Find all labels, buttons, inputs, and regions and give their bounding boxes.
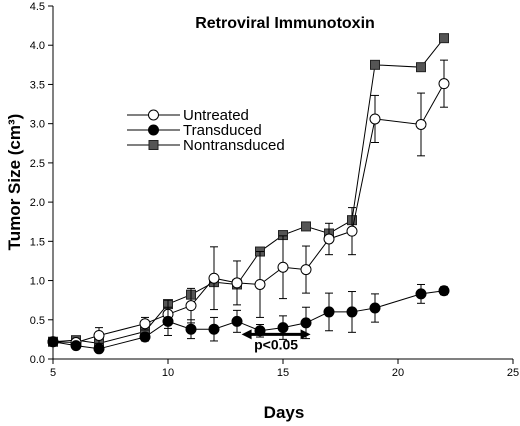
x-tick-label: 25 <box>507 367 519 379</box>
series-untreated <box>47 59 450 349</box>
legend-entry-untreated: Untreated <box>127 107 249 124</box>
y-tick-label: 4.5 <box>30 1 45 13</box>
x-tick-label: 20 <box>392 367 404 379</box>
data-point <box>185 323 197 335</box>
legend-marker <box>148 140 159 150</box>
x-tick-label: 10 <box>162 367 174 379</box>
data-point <box>70 340 82 352</box>
y-tick-label: 2.5 <box>30 158 45 170</box>
data-point <box>300 317 312 329</box>
data-point <box>277 322 289 334</box>
data-point <box>323 233 335 245</box>
series-line <box>52 290 445 350</box>
series-transduced <box>47 283 450 355</box>
y-tick-label: 3.0 <box>30 119 45 131</box>
data-point <box>208 323 220 335</box>
y-tick-label: 1.5 <box>30 236 45 248</box>
data-point <box>231 315 243 327</box>
data-point <box>93 343 105 355</box>
data-point <box>416 62 426 73</box>
y-tick-label: 1.0 <box>30 276 45 288</box>
y-tick-label: 0.5 <box>30 315 45 327</box>
data-point <box>438 78 450 90</box>
data-point <box>415 288 427 300</box>
y-tick-label: 2.0 <box>30 197 45 209</box>
arrow-head-right <box>300 329 311 340</box>
legend-label: Nontransduced <box>183 137 285 154</box>
data-point <box>370 59 380 70</box>
data-point <box>438 285 450 297</box>
annotations: p<0.05 <box>241 329 311 352</box>
data-point <box>231 277 243 289</box>
data-point <box>323 306 335 318</box>
data-point <box>139 318 151 330</box>
data-point <box>300 264 312 276</box>
data-point <box>415 118 427 130</box>
data-point <box>162 315 174 327</box>
data-point <box>369 113 381 125</box>
x-axis-label: Days <box>264 403 305 422</box>
data-point <box>439 33 449 44</box>
data-point <box>93 329 105 341</box>
data-point <box>369 302 381 314</box>
y-tick-label: 4.0 <box>30 40 45 52</box>
data-point <box>185 300 197 312</box>
legend-label: Transduced <box>183 122 262 139</box>
data-point <box>346 225 358 237</box>
significance-annotation: p<0.05 <box>241 329 311 352</box>
plot-area <box>47 33 450 355</box>
axes <box>52 6 513 360</box>
series-nontransduced <box>48 33 449 349</box>
data-point <box>208 272 220 284</box>
data-point <box>47 336 59 348</box>
y-axis-label: Tumor Size (cm³) <box>5 114 24 251</box>
legend-entry-transduced: Transduced <box>127 122 262 139</box>
series-line <box>52 83 445 344</box>
series-line <box>52 37 445 344</box>
legend-entry-nontransduced: Nontransduced <box>127 137 285 154</box>
data-point <box>254 278 266 290</box>
data-point <box>139 331 151 343</box>
axis-ticks: 0.0 0.5 1.0 1.5 2.0 2.5 3.0 3.5 4.0 4.5 5 10 15 20 25 <box>30 1 519 379</box>
data-point <box>301 221 311 232</box>
chart-title: Retroviral Immunotoxin <box>195 15 375 32</box>
y-tick-label: 0.0 <box>30 354 45 366</box>
data-point <box>346 306 358 318</box>
data-point <box>277 261 289 273</box>
y-tick-label: 3.5 <box>30 79 45 91</box>
legend-marker <box>148 109 159 121</box>
x-tick-label: 15 <box>277 367 289 379</box>
arrow-head-left <box>241 329 252 340</box>
legend-marker <box>148 124 159 136</box>
x-tick-label: 5 <box>50 367 56 379</box>
legend-label: Untreated <box>183 107 249 124</box>
p-value-label: p<0.05 <box>254 336 298 352</box>
